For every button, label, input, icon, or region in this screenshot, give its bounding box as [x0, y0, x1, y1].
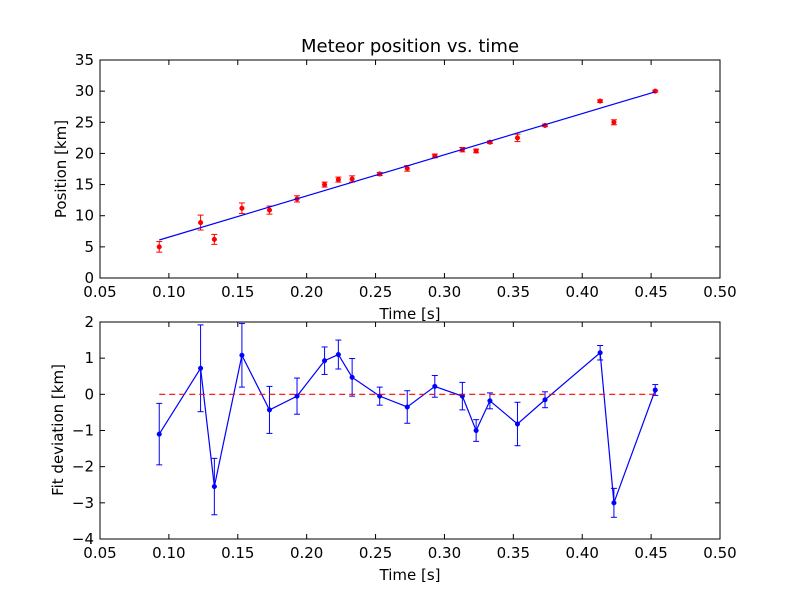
deviation-x-tick-label: 0.50 — [703, 544, 736, 562]
position-fit-line — [159, 91, 656, 241]
deviation-data-point — [597, 350, 603, 356]
position-x-tick-label: 0.15 — [221, 283, 254, 301]
position-data-point — [239, 205, 245, 211]
deviation-data-point — [611, 500, 617, 506]
deviation-x-tick-label: 0.15 — [221, 544, 254, 562]
deviation-x-tick-label: 0.45 — [634, 544, 667, 562]
position-data-point — [514, 135, 521, 141]
deviation-data-point — [432, 383, 438, 389]
position-data-point — [198, 220, 204, 226]
position-chart-title: Meteor position vs. time — [301, 36, 519, 57]
position-x-tick-label: 0.45 — [634, 283, 667, 301]
position-y-tick-label: 0 — [84, 269, 94, 287]
deviation-x-tick-label: 0.30 — [428, 544, 461, 562]
position-y-tick-label: 5 — [84, 238, 94, 256]
position-chart: Meteor position vs. time 0.05 0.10 0.15 0.2… — [52, 36, 737, 323]
deviation-data-point — [652, 387, 658, 393]
deviation-data-point — [266, 407, 273, 413]
position-y-tick-label: 35 — [75, 51, 94, 69]
deviation-data-point — [198, 365, 204, 371]
deviation-y-tick-label: 0 — [84, 385, 94, 403]
deviation-x-tick-label: 0.10 — [152, 544, 185, 562]
deviation-chart-x-axis-label: Time [s] — [379, 566, 441, 584]
deviation-x-tick-label: 0.40 — [566, 544, 599, 562]
position-y-tick-label: 15 — [75, 176, 94, 194]
deviation-data-point — [487, 398, 493, 404]
position-chart-y-axis-label: Position [km] — [52, 120, 70, 218]
position-x-tick-label: 0.25 — [359, 283, 392, 301]
deviation-data-point — [335, 352, 341, 358]
position-x-tick-label: 0.35 — [497, 283, 530, 301]
position-data-point — [473, 148, 479, 154]
deviation-chart-y-axis-label: Fit deviation [km] — [49, 364, 67, 496]
position-y-tick-label: 10 — [75, 207, 94, 225]
deviation-data-point — [156, 431, 162, 437]
deviation-x-tick-label: 0.25 — [359, 544, 392, 562]
position-y-tick-label: 30 — [75, 82, 94, 100]
position-data-point — [611, 119, 617, 125]
position-x-tick-label: 0.05 — [83, 283, 116, 301]
position-x-tick-label: 0.50 — [703, 283, 736, 301]
deviation-data-point — [211, 484, 217, 490]
position-y-tick-label: 25 — [75, 113, 94, 131]
deviation-x-tick-label: 0.05 — [83, 544, 116, 562]
position-data-point — [597, 98, 603, 104]
position-chart-x-axis-label: Time [s] — [379, 305, 441, 323]
position-data-point — [349, 176, 355, 182]
deviation-x-tick-label: 0.35 — [497, 544, 530, 562]
position-data-point — [335, 177, 341, 183]
deviation-data-point — [322, 358, 328, 364]
deviation-deviation-line — [158, 351, 656, 504]
position-data-point — [266, 207, 273, 213]
deviation-data-point — [542, 397, 548, 403]
deviation-plot-area: 0.05 0.10 0.15 0.20 0.25 0.30 0.35 0.40 0.45 0.50… — [72, 313, 737, 562]
position-data-point — [322, 182, 328, 188]
position-x-tick-label: 0.20 — [290, 283, 323, 301]
position-x-tick-label: 0.10 — [152, 283, 185, 301]
deviation-y-tick-label: −4 — [72, 530, 94, 548]
deviation-data-point — [473, 427, 479, 434]
deviation-chart: 0.05 0.10 0.15 0.20 0.25 0.30 0.35 0.40 0.45 0.50… — [49, 313, 737, 584]
deviation-y-tick-label: −3 — [72, 494, 94, 512]
position-plot-area: 0.05 0.10 0.15 0.20 0.25 0.30 0.35 0.40 0.45 0.50… — [75, 51, 737, 301]
deviation-data-point — [404, 404, 410, 410]
deviation-data-point — [294, 393, 300, 399]
deviation-series-group — [156, 322, 659, 518]
deviation-y-tick-label: −2 — [72, 458, 94, 476]
deviation-data-point — [239, 352, 245, 358]
position-data-point — [156, 244, 162, 250]
position-data-point — [211, 236, 217, 242]
deviation-data-point — [349, 374, 355, 380]
deviation-y-tick-label: −1 — [72, 422, 94, 440]
position-x-tick-label: 0.30 — [428, 283, 461, 301]
deviation-y-tick-label: 1 — [84, 349, 94, 367]
position-x-tick-label: 0.40 — [566, 283, 599, 301]
position-axes-frame — [99, 59, 721, 279]
deviation-y-tick-label: 2 — [84, 313, 94, 331]
position-y-tick-label: 20 — [75, 144, 94, 162]
position-series-group — [156, 88, 659, 253]
deviation-data-point — [514, 421, 521, 427]
deviation-x-tick-label: 0.20 — [290, 544, 323, 562]
